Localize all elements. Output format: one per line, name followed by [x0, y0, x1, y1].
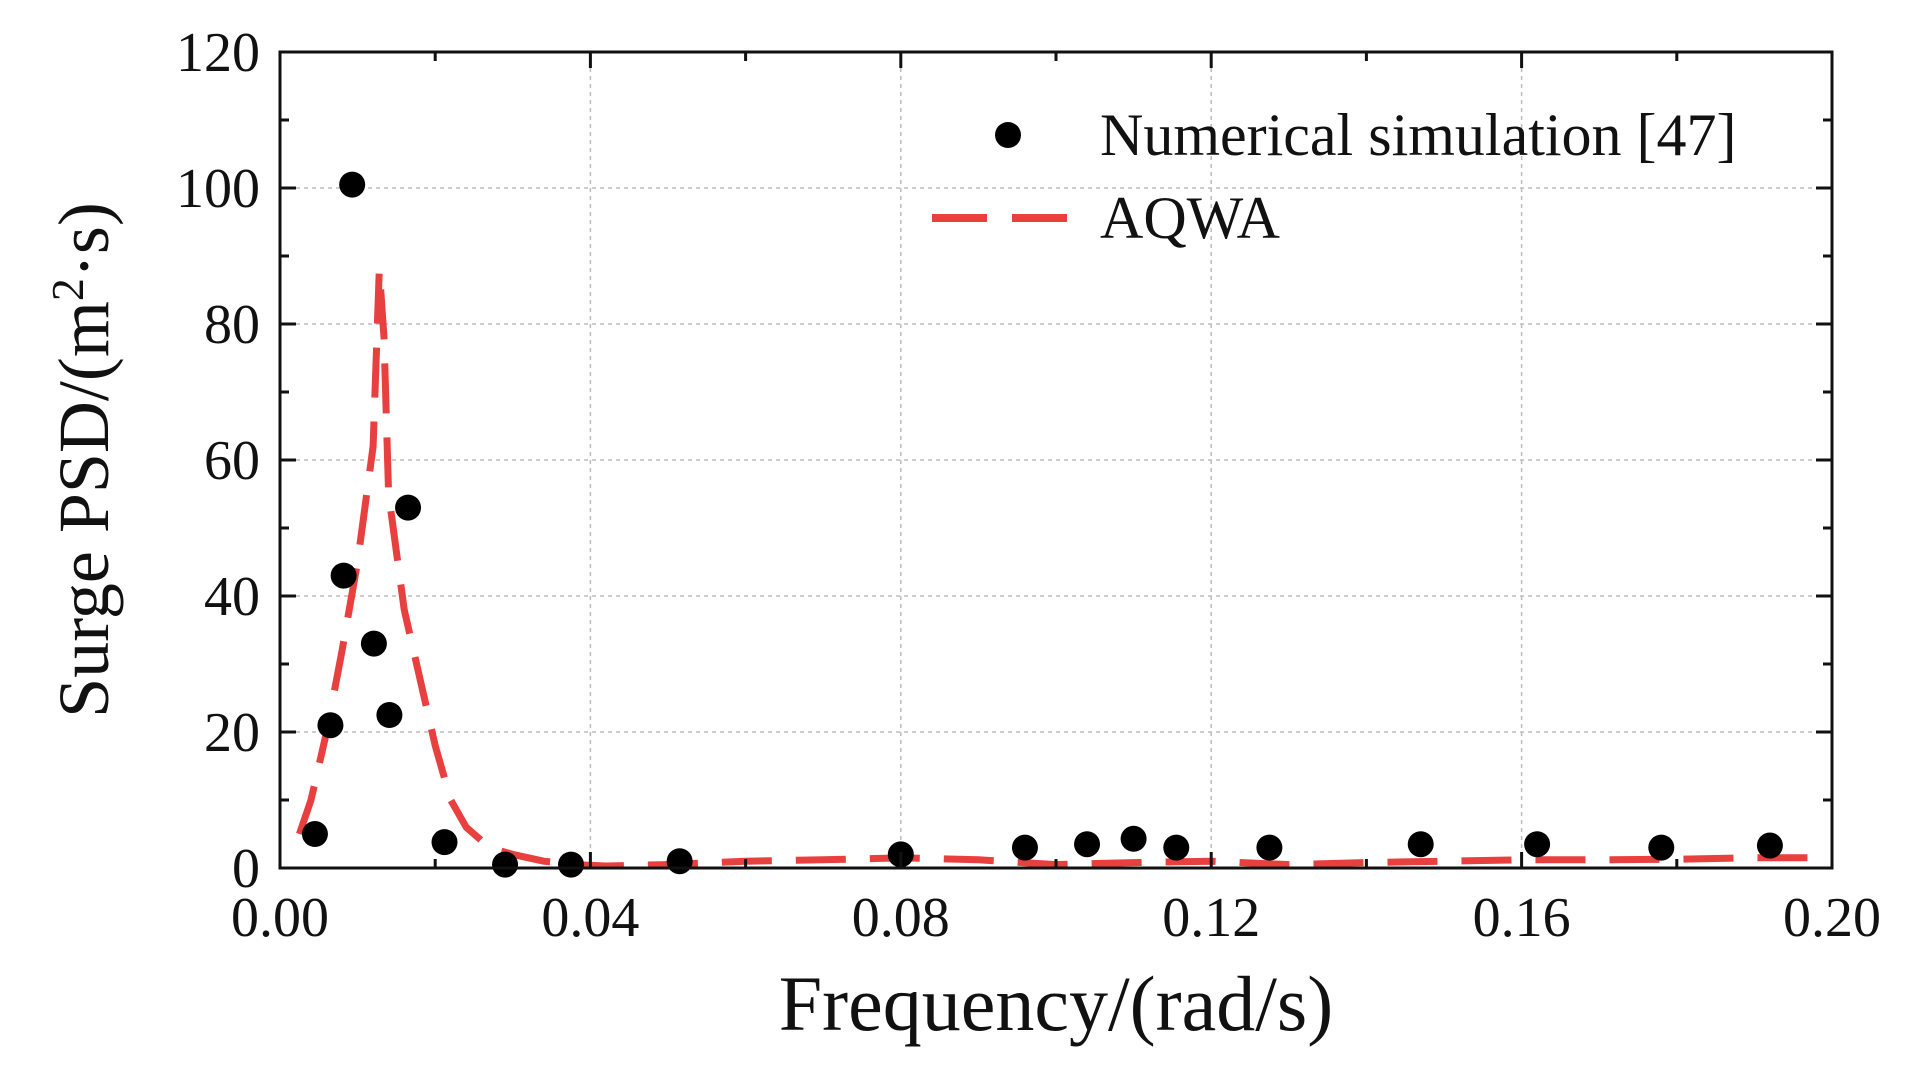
numerical-data-point: [330, 562, 357, 589]
y-tick-label: 20: [204, 702, 260, 764]
numerical-data-point: [666, 848, 693, 875]
numerical-data-point: [376, 702, 403, 728]
y-tick-label: 80: [204, 294, 260, 356]
numerical-data-point: [431, 829, 458, 856]
y-tick-label: 0: [232, 838, 260, 900]
numerical-data-point: [1120, 825, 1147, 852]
y-axis-title: Surge PSD/(m2·s): [42, 202, 125, 718]
numerical-data-point: [395, 494, 422, 521]
numerical-data-point: [1074, 831, 1101, 858]
numerical-data-point: [492, 851, 519, 878]
numerical-data-point: [360, 630, 387, 657]
tick-layer: 0.00 0.04 0.08 0.12 0.16 0.20 0 20 40 60 80 100 120: [176, 22, 1881, 949]
y-axis-title-suffix: ·s): [44, 202, 124, 278]
legend-label-aqwa: AQWA: [1100, 185, 1280, 251]
aqwa-series-line: [296, 266, 1809, 870]
numerical-data-point: [339, 171, 366, 198]
y-axis-title-superscript: 2: [42, 278, 93, 301]
grid-layer: [280, 52, 1832, 868]
y-tick-label: 100: [176, 158, 260, 220]
x-tick-label: 0.12: [1162, 887, 1260, 949]
x-tick-label: 0.00: [231, 887, 329, 949]
numerical-data-point: [1648, 834, 1675, 861]
numerical-data-point: [1011, 834, 1038, 861]
legend-marker-numerical: [995, 122, 1021, 148]
x-tick-label: 0.08: [852, 887, 950, 949]
legend-label-numerical: Numerical simulation [47]: [1100, 102, 1737, 168]
numerical-data-point: [1756, 832, 1783, 859]
numerical-data-point: [1163, 834, 1190, 861]
x-axis-title: Frequency/(rad/s): [779, 960, 1333, 1047]
x-tick-label: 0.20: [1783, 887, 1881, 949]
numerical-data-point: [1524, 831, 1551, 858]
y-axis-title-prefix: Surge PSD/(m: [44, 301, 124, 718]
y-tick-label: 60: [204, 430, 260, 492]
legend: Numerical simulation [47] AQWA: [932, 102, 1737, 251]
y-tick-label: 40: [204, 566, 260, 628]
numerical-data-point: [1256, 834, 1283, 861]
numerical-data-point: [1407, 831, 1434, 858]
x-tick-label: 0.16: [1473, 887, 1571, 949]
y-tick-label: 120: [176, 22, 260, 84]
numerical-data-point: [558, 851, 584, 878]
numerical-data-point: [317, 712, 344, 739]
numerical-data-point: [301, 821, 328, 847]
x-tick-label: 0.04: [541, 887, 639, 949]
data-layer: [296, 171, 1809, 878]
